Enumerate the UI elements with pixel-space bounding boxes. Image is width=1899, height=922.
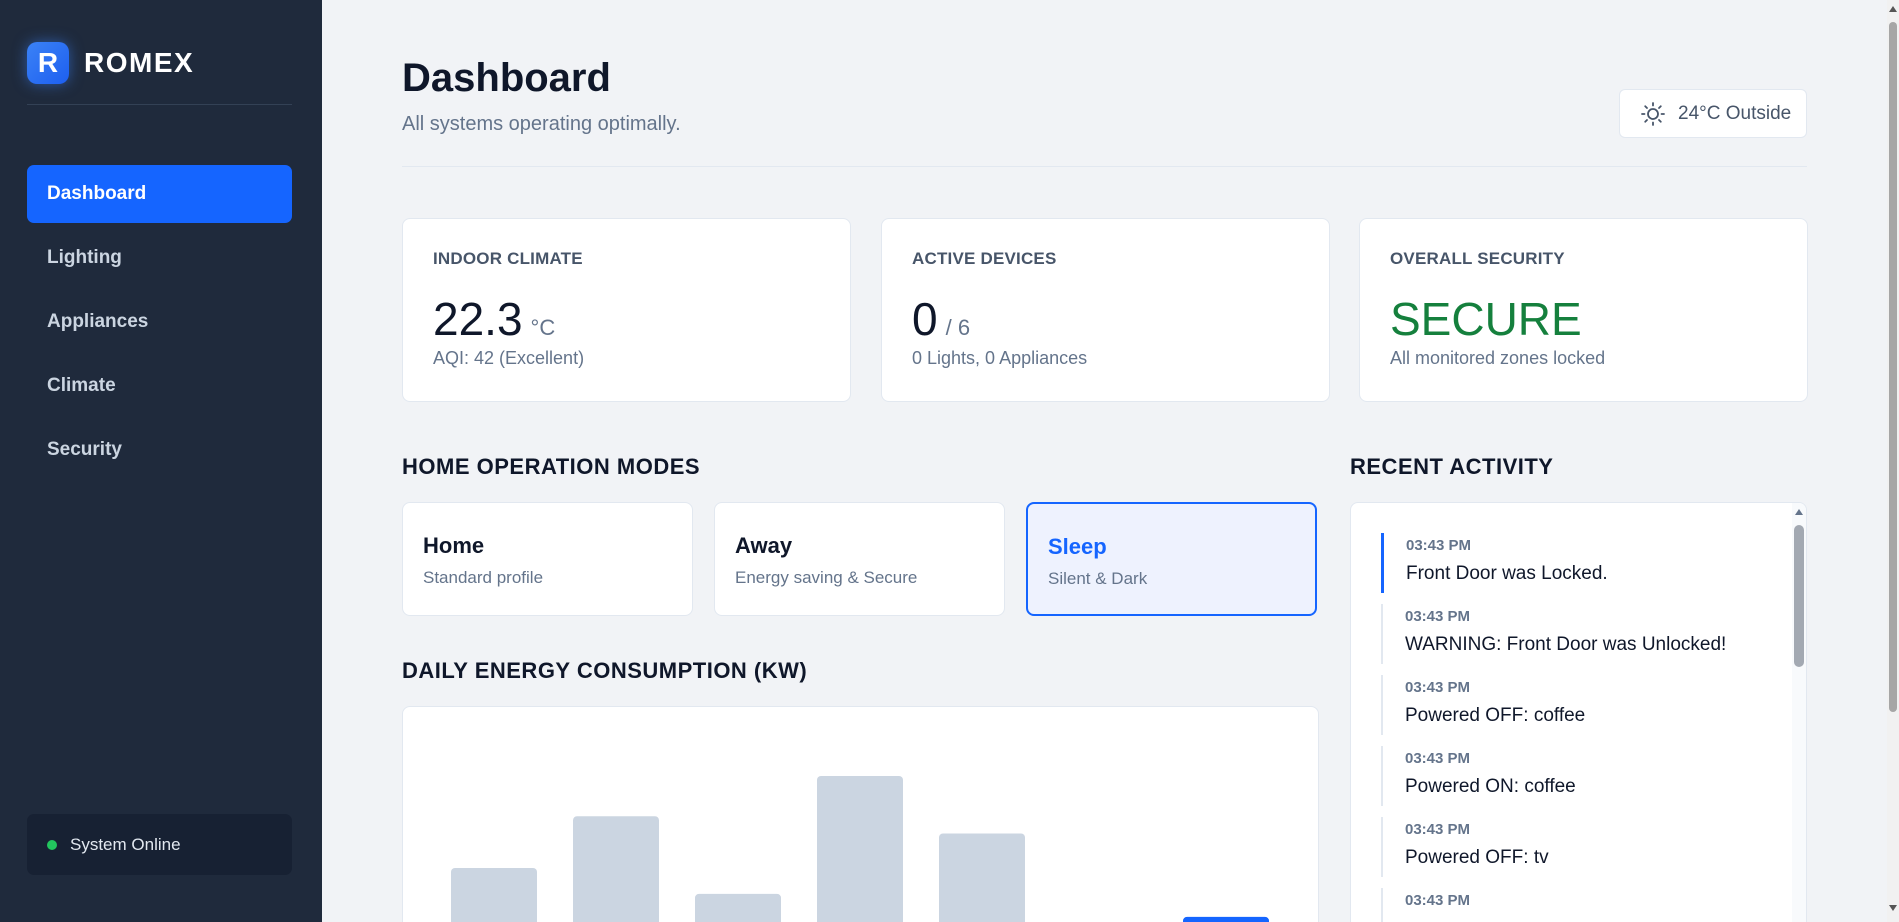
sidebar-item-lighting[interactable]: Lighting	[47, 247, 122, 268]
security-status-value: SECURE	[1390, 293, 1582, 345]
sidebar-item-appliances[interactable]: Appliances	[47, 311, 149, 332]
energy-chart	[451, 776, 1269, 922]
indoor-climate-unit: °C	[530, 315, 556, 340]
sun-icon	[1641, 101, 1665, 126]
activity-time: 03:43 PM	[1405, 750, 1471, 767]
page-scroll-down-icon[interactable]	[1889, 905, 1897, 911]
aqi-text: AQI: 42 (Excellent)	[433, 348, 585, 368]
page-scroll-up-icon[interactable]	[1889, 6, 1897, 12]
activity-section-title: RECENT ACTIVITY	[1350, 454, 1554, 479]
activity-list: 03:43 PM Front Door was Locked. 03:43 PM…	[1381, 533, 1781, 922]
activity-item: 03:43 PM WARNING: Front Door was Unlocke…	[1381, 604, 1781, 664]
activity-item: 03:43 PM Powered ON: coffee	[1381, 746, 1781, 806]
active-devices-card: ACTIVE DEVICES 0 / 6 0 Lights, 0 Applian…	[881, 218, 1330, 402]
activity-item: 03:43 PM Powered OFF: coffee	[1381, 675, 1781, 735]
indoor-climate-value: 22.3	[433, 293, 523, 345]
activity-message: Powered OFF: coffee	[1405, 705, 1586, 726]
overall-security-label: OVERALL SECURITY	[1390, 249, 1565, 268]
page-scroll-thumb[interactable]	[1889, 22, 1897, 712]
energy-bar	[451, 868, 537, 922]
mode-sleep-desc: Silent & Dark	[1048, 569, 1148, 588]
mode-sleep-name: Sleep	[1048, 534, 1107, 559]
status-dot-icon	[47, 839, 57, 850]
energy-bar	[817, 776, 903, 922]
sidebar-item-dashboard[interactable]: Dashboard	[27, 165, 292, 223]
page-title: Dashboard	[402, 56, 611, 100]
activity-item: 03:43 PM Powered OFF: tv	[1381, 817, 1781, 877]
system-status-label: System Online	[70, 834, 181, 854]
activity-panel[interactable]: 03:43 PM Front Door was Locked. 03:43 PM…	[1350, 502, 1807, 922]
security-status-sub: All monitored zones locked	[1390, 348, 1606, 368]
active-devices-value: 0	[912, 293, 938, 345]
activity-time: 03:43 PM	[1406, 537, 1472, 554]
activity-message: Front Door was Locked.	[1406, 563, 1608, 584]
overall-security-card: OVERALL SECURITY SECURE All monitored zo…	[1359, 218, 1808, 402]
activity-message: WARNING: Front Door was Unlocked!	[1405, 634, 1727, 655]
mode-sleep-button[interactable]: Sleep Silent & Dark	[1026, 502, 1317, 616]
scroll-up-arrow-icon[interactable]	[1795, 509, 1803, 515]
energy-bar	[695, 893, 781, 922]
mode-home-desc: Standard profile	[423, 568, 544, 587]
energy-bar	[1183, 916, 1269, 922]
activity-time: 03:43 PM	[1405, 679, 1471, 696]
modes-section-title: HOME OPERATION MODES	[402, 454, 701, 479]
indoor-climate-card: INDOOR CLIMATE 22.3 °C AQI: 42 (Excellen…	[402, 218, 851, 402]
mode-home-button[interactable]: Home Standard profile	[402, 502, 693, 616]
mode-away-name: Away	[735, 533, 793, 558]
weather-widget[interactable]: 24°C Outside	[1619, 89, 1807, 138]
sidebar-divider	[27, 104, 292, 105]
indoor-climate-label: INDOOR CLIMATE	[433, 249, 583, 268]
page-scrollbar[interactable]	[1887, 0, 1899, 922]
sidebar: R ROMEX Dashboard Lighting Appliances Cl…	[0, 0, 322, 922]
activity-message: Powered OFF: tv	[1405, 847, 1549, 868]
sidebar-nav: Dashboard Lighting Appliances Climate Se…	[27, 165, 292, 485]
activity-time: 03:43 PM	[1405, 821, 1471, 838]
activity-scroll-thumb[interactable]	[1794, 525, 1804, 667]
active-devices-breakdown: 0 Lights, 0 Appliances	[912, 348, 1088, 368]
weather-label: 24°C Outside	[1678, 102, 1792, 124]
mode-home-name: Home	[423, 533, 485, 558]
activity-item: 03:43 PM	[1381, 888, 1781, 922]
energy-section-title: DAILY ENERGY CONSUMPTION (KW)	[402, 658, 808, 683]
page-subtitle: All systems operating optimally.	[402, 113, 681, 135]
active-devices-label: ACTIVE DEVICES	[912, 249, 1057, 268]
brand[interactable]: R ROMEX	[27, 42, 194, 84]
sidebar-item-security[interactable]: Security	[47, 439, 122, 460]
energy-bar	[939, 833, 1025, 922]
logo-icon: R	[27, 42, 69, 84]
active-devices-total: / 6	[945, 315, 971, 340]
system-status: System Online	[27, 814, 292, 875]
activity-time: 03:43 PM	[1405, 892, 1471, 909]
energy-bar	[573, 816, 659, 922]
activity-time: 03:43 PM	[1405, 608, 1471, 625]
activity-scrollbar[interactable]	[1792, 503, 1806, 922]
mode-away-button[interactable]: Away Energy saving & Secure	[714, 502, 1005, 616]
energy-chart-panel	[402, 706, 1319, 922]
sidebar-item-climate[interactable]: Climate	[47, 375, 116, 396]
mode-away-desc: Energy saving & Secure	[735, 568, 918, 587]
activity-message: Powered ON: coffee	[1405, 776, 1576, 797]
activity-item: 03:43 PM Front Door was Locked.	[1381, 533, 1781, 593]
header-divider	[402, 166, 1807, 167]
brand-name: ROMEX	[84, 47, 195, 78]
